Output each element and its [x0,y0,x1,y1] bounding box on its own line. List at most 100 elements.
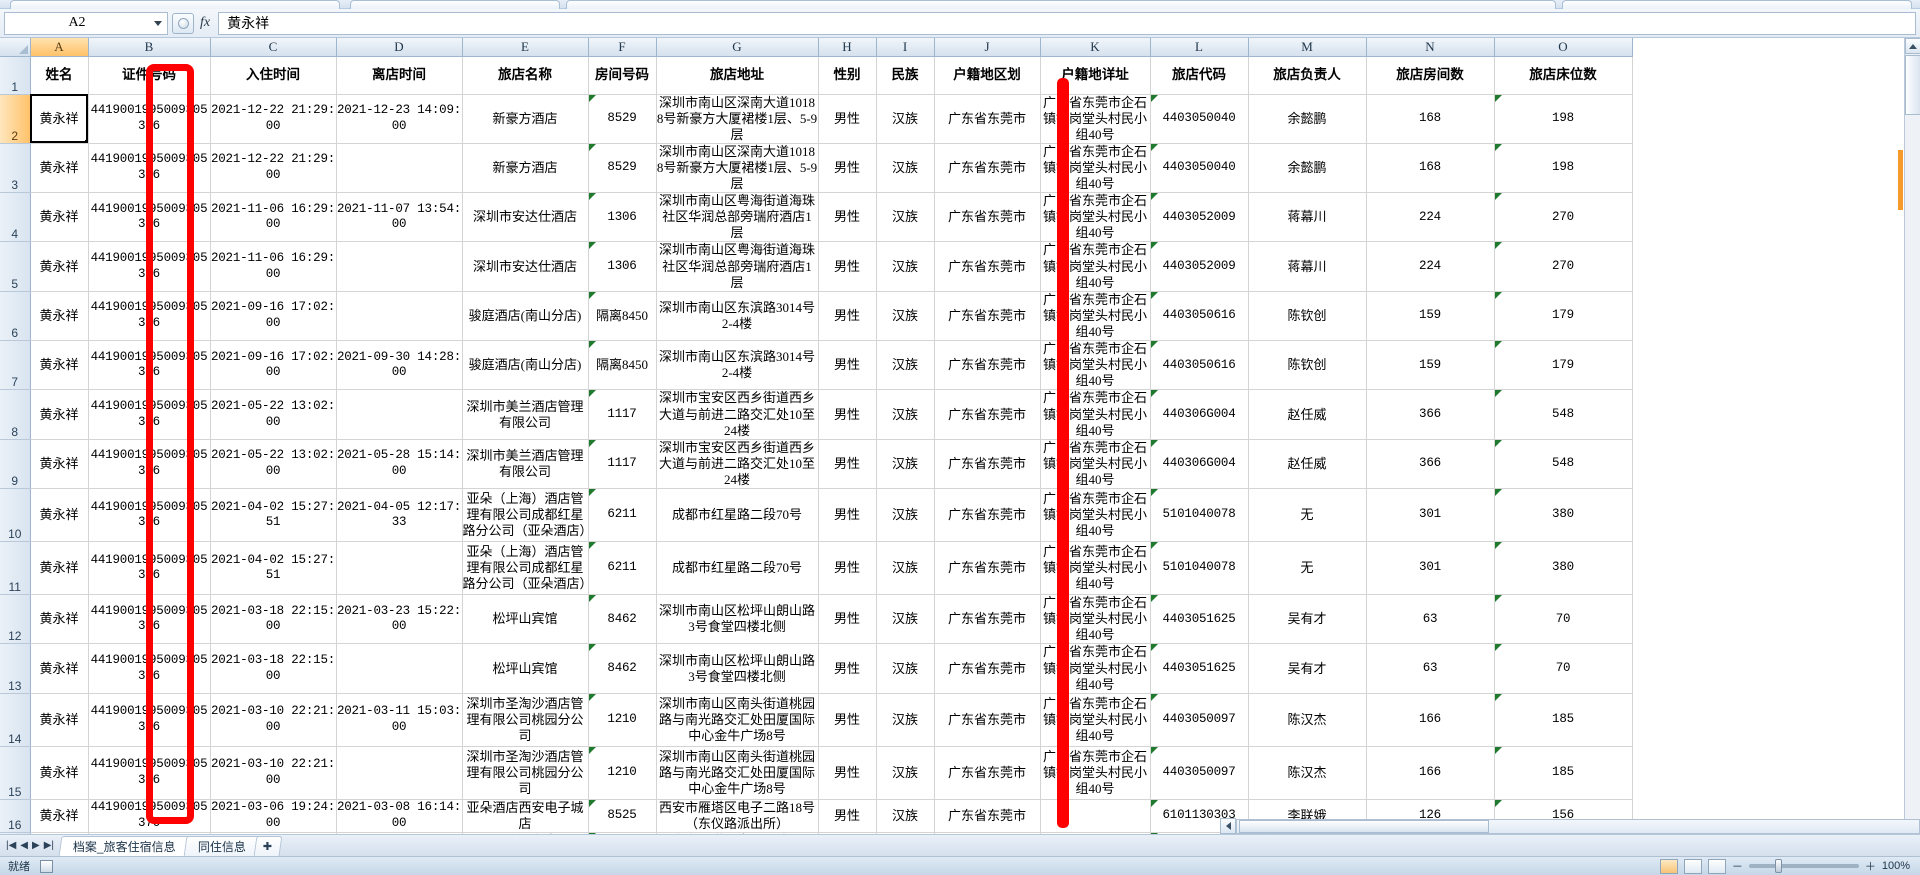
cell-A16[interactable]: 黄永祥 [30,799,89,834]
cell-D13[interactable] [336,643,463,694]
column-header-I[interactable]: I [876,38,935,57]
smart-tag-icon[interactable] [1150,291,1158,299]
cell-E6[interactable]: 骏庭酒店(南山分店) [462,291,589,342]
cell-K2[interactable]: 广东省东莞市企石镇铁岗堂头村民小组40号 [1040,94,1151,144]
smart-tag-icon[interactable] [1494,439,1502,447]
cell-M7[interactable]: 陈钦创 [1248,340,1367,391]
cell-B15[interactable]: 4419001995009305376 [88,746,211,800]
smart-tag-icon[interactable] [1494,193,1502,201]
column-header-C[interactable]: C [210,38,337,57]
sheet-tab-1[interactable]: 同住信息 [183,835,261,856]
smart-tag-icon[interactable] [588,439,596,447]
cell-B12[interactable]: 4419001995009305376 [88,594,211,645]
table-row[interactable]: 13 黄永祥 4419001995009305376 2021-03-18 22:15… [0,643,1633,694]
table-row[interactable]: 2 黄永祥 4419001995009305376 2021-12-22 21:29:… [0,94,1633,144]
smart-tag-icon[interactable] [1150,542,1158,550]
cell-H4[interactable]: 男性 [818,192,877,243]
row-header-1[interactable]: 1 [0,56,31,95]
cell-K10[interactable]: 广东省东莞市企石镇铁岗堂头村民小组40号 [1040,488,1151,543]
smart-tag-icon[interactable] [1150,799,1158,807]
smart-tag-icon[interactable] [1494,644,1502,652]
cell-A2[interactable]: 黄永祥 [30,94,89,144]
ribbon-tab-stub-3[interactable] [566,0,1556,9]
cell-D11[interactable] [336,541,463,596]
smart-tag-icon[interactable] [588,291,596,299]
horizontal-scroll-thumb[interactable] [1239,819,1489,833]
cell-C3[interactable]: 2021-12-22 21:29:00 [210,143,337,194]
cell-H2[interactable]: 男性 [818,94,877,144]
smart-tag-icon[interactable] [588,94,596,102]
cell-K7[interactable]: 广东省东莞市企石镇铁岗堂头村民小组40号 [1040,340,1151,391]
cell-N13[interactable]: 63 [1366,643,1495,694]
cell-I7[interactable]: 汉族 [876,340,935,391]
column-header-H[interactable]: H [818,38,877,57]
insert-function-round-button[interactable] [172,12,194,34]
cell-H8[interactable]: 男性 [818,389,877,440]
cell-F4[interactable]: 1306 [588,192,657,243]
smart-tag-icon[interactable] [1150,390,1158,398]
cell-O9[interactable]: 548 [1494,439,1633,490]
cell-H3[interactable]: 男性 [818,143,877,194]
normal-view-icon[interactable] [1659,858,1678,874]
cell-I10[interactable]: 汉族 [876,488,935,543]
smart-tag-icon[interactable] [1150,193,1158,201]
zoom-out-icon[interactable]: － [1731,861,1743,873]
cell-I3[interactable]: 汉族 [876,143,935,194]
cell-I16[interactable]: 汉族 [876,799,935,834]
row-header-11[interactable]: 11 [0,541,31,596]
cell-B6[interactable]: 4419001995009305376 [88,291,211,342]
cell-F14[interactable]: 1210 [588,693,657,747]
cell-K16[interactable] [1040,799,1151,834]
smart-tag-icon[interactable] [1150,242,1158,250]
cell-G15[interactable]: 深圳市南山区南头街道桃园路与南光路交汇处田厦国际中心金牛广场8号 [656,746,819,800]
cell-C5[interactable]: 2021-11-06 16:29:00 [210,241,337,292]
column-title-N[interactable]: 旅店房间数 [1366,56,1495,95]
cell-J5[interactable]: 广东省东莞市 [934,241,1041,292]
cell-E8[interactable]: 深圳市美兰酒店管理有限公司 [462,389,589,440]
cell-E4[interactable]: 深圳市安达仕酒店 [462,192,589,243]
cell-H12[interactable]: 男性 [818,594,877,645]
cell-A8[interactable]: 黄永祥 [30,389,89,440]
cell-C4[interactable]: 2021-11-06 16:29:00 [210,192,337,243]
cell-D4[interactable]: 2021-11-07 13:54:00 [336,192,463,243]
table-row[interactable]: 7 黄永祥 4419001995009305376 2021-09-16 17:02:… [0,340,1633,391]
cell-O2[interactable]: 198 [1494,94,1633,144]
column-title-C[interactable]: 入住时间 [210,56,337,95]
cell-F13[interactable]: 8462 [588,643,657,694]
row-header-13[interactable]: 13 [0,643,31,694]
cell-A14[interactable]: 黄永祥 [30,693,89,747]
smart-tag-icon[interactable] [1494,799,1502,807]
cell-H6[interactable]: 男性 [818,291,877,342]
horizontal-scrollbar[interactable] [1220,815,1920,837]
cell-L16[interactable]: 6101130303 [1150,799,1249,834]
cell-E7[interactable]: 骏庭酒店(南山分店) [462,340,589,391]
cell-D10[interactable]: 2021-04-05 12:17:33 [336,488,463,543]
cell-B7[interactable]: 4419001995009305376 [88,340,211,391]
cell-H5[interactable]: 男性 [818,241,877,292]
status-macro-icon[interactable] [40,859,53,873]
cell-L11[interactable]: 5101040078 [1150,541,1249,596]
cell-G12[interactable]: 深圳市南山区松坪山朗山路3号食堂四楼北侧 [656,594,819,645]
cell-M13[interactable]: 吴有才 [1248,643,1367,694]
cell-C16[interactable]: 2021-03-06 19:24:00 [210,799,337,834]
table-row[interactable]: 12 黄永祥 4419001995009305376 2021-03-18 22:15… [0,594,1633,645]
column-header-E[interactable]: E [462,38,589,57]
cell-N8[interactable]: 366 [1366,389,1495,440]
cell-L9[interactable]: 440306G004 [1150,439,1249,490]
cell-G9[interactable]: 深圳市宝安区西乡街道西乡大道与前进二路交汇处10至24楼 [656,439,819,490]
column-title-G[interactable]: 旅店地址 [656,56,819,95]
smart-tag-icon[interactable] [588,242,596,250]
row-header-12[interactable]: 12 [0,594,31,645]
cell-B4[interactable]: 4419001995009305376 [88,192,211,243]
cell-F10[interactable]: 6211 [588,488,657,543]
column-title-J[interactable]: 户籍地区划 [934,56,1041,95]
table-row[interactable]: 14 黄永祥 4419001995009305376 2021-03-10 22:21… [0,693,1633,747]
cell-J6[interactable]: 广东省东莞市 [934,291,1041,342]
column-header-L[interactable]: L [1150,38,1249,57]
cell-N14[interactable]: 166 [1366,693,1495,747]
cell-E3[interactable]: 新豪方酒店 [462,143,589,194]
cell-M6[interactable]: 陈钦创 [1248,291,1367,342]
smart-tag-icon[interactable] [1150,439,1158,447]
smart-tag-icon[interactable] [588,489,596,497]
cell-I11[interactable]: 汉族 [876,541,935,596]
